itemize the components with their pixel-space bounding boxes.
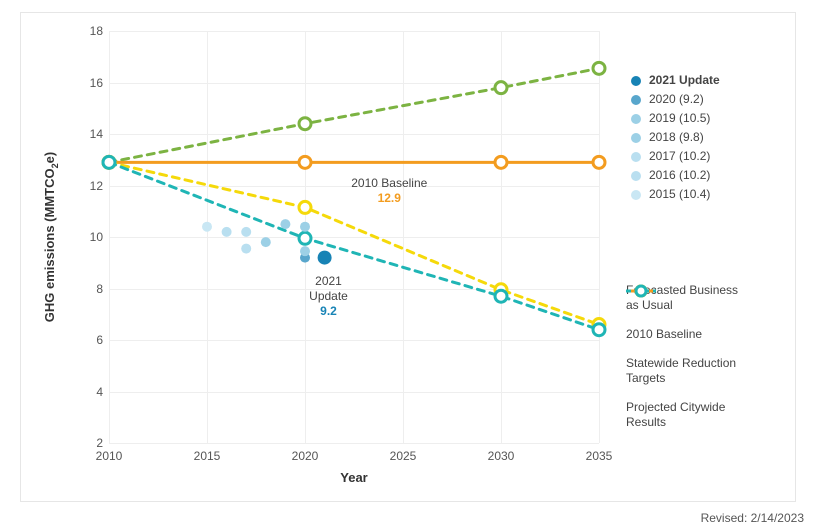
series-marker-baseline_2010: [593, 156, 605, 168]
y-tick: 2: [96, 436, 103, 450]
line-legend-item: 2010 Baseline: [626, 327, 746, 342]
legend-label: Projected Citywide Results: [626, 400, 746, 430]
legend-label: 2019 (10.5): [649, 111, 710, 126]
scatter-point: [300, 222, 310, 232]
plot-svg: [109, 31, 599, 443]
series-marker-projected_citywide: [103, 156, 115, 168]
footnote: Revised: 2/14/2023: [701, 511, 804, 525]
legend-dot-icon: [631, 152, 641, 162]
line-legend: Forecasted Business as Usual2010 Baselin…: [626, 283, 746, 444]
x-tick: 2035: [586, 449, 613, 463]
scatter-point: [241, 227, 251, 237]
scatter-legend-item: 2016 (10.2): [631, 168, 720, 183]
chart-container: 24681012141618 201020152020202520302035 …: [20, 12, 796, 502]
series-marker-baseline_2010: [299, 156, 311, 168]
y-tick: 16: [90, 76, 103, 90]
scatter-point: [241, 244, 251, 254]
scatter-legend-item: 2015 (10.4): [631, 187, 720, 202]
callout-update: 2021Update9.2: [309, 274, 348, 319]
scatter-legend-item: 2017 (10.2): [631, 149, 720, 164]
legend-dot-icon: [631, 171, 641, 181]
x-axis-label: Year: [340, 470, 367, 485]
legend-label: 2020 (9.2): [649, 92, 704, 107]
grid-v: [599, 31, 600, 443]
series-marker-forecast_bau: [495, 82, 507, 94]
scatter-point: [222, 227, 232, 237]
legend-swatch-icon: [626, 283, 656, 299]
legend-label: 2010 Baseline: [626, 327, 702, 342]
legend-label: 2018 (9.8): [649, 130, 704, 145]
scatter-point: [202, 222, 212, 232]
legend-dot-icon: [631, 95, 641, 105]
grid-h: [109, 443, 599, 444]
legend-label: 2017 (10.2): [649, 149, 710, 164]
plot-area: 24681012141618 201020152020202520302035 …: [109, 31, 599, 443]
scatter-point: [300, 246, 310, 256]
y-tick: 4: [96, 385, 103, 399]
scatter-point: [261, 237, 271, 247]
series-forecast_bau: [109, 68, 599, 162]
legend-label: 2016 (10.2): [649, 168, 710, 183]
series-marker-projected_citywide: [593, 324, 605, 336]
series-marker-projected_citywide: [299, 232, 311, 244]
legend-dot-icon: [631, 190, 641, 200]
scatter-legend-item: 2018 (9.8): [631, 130, 720, 145]
line-legend-item: Projected Citywide Results: [626, 400, 746, 430]
y-tick: 6: [96, 333, 103, 347]
series-marker-statewide_targets: [299, 201, 311, 213]
legend-dot-icon: [631, 76, 641, 86]
x-tick: 2010: [96, 449, 123, 463]
legend-label: 2021 Update: [649, 73, 720, 88]
legend-label: 2015 (10.4): [649, 187, 710, 202]
legend-dot-icon: [631, 133, 641, 143]
scatter-legend: 2021 Update 2020 (9.2) 2019 (10.5) 2018 (9.…: [631, 73, 720, 206]
legend-label: Statewide Reduction Targets: [626, 356, 746, 386]
series-marker-forecast_bau: [299, 118, 311, 130]
legend-dot-icon: [631, 114, 641, 124]
y-tick: 14: [90, 127, 103, 141]
y-tick: 8: [96, 282, 103, 296]
x-tick: 2030: [488, 449, 515, 463]
y-axis-label: GHG emissions (MMTCO2e): [42, 152, 60, 322]
y-tick: 12: [90, 179, 103, 193]
series-marker-projected_citywide: [495, 290, 507, 302]
x-tick: 2020: [292, 449, 319, 463]
scatter-legend-item: 2020 (9.2): [631, 92, 720, 107]
series-marker-baseline_2010: [495, 156, 507, 168]
scatter-point: [280, 219, 290, 229]
x-tick: 2015: [194, 449, 221, 463]
scatter-legend-item: 2021 Update: [631, 73, 720, 88]
scatter-legend-item: 2019 (10.5): [631, 111, 720, 126]
scatter-point: [318, 251, 332, 265]
series-marker-forecast_bau: [593, 62, 605, 74]
line-legend-item: Statewide Reduction Targets: [626, 356, 746, 386]
callout-baseline: 2010 Baseline12.9: [351, 176, 427, 206]
y-tick: 18: [90, 24, 103, 38]
x-tick: 2025: [390, 449, 417, 463]
y-tick: 10: [90, 230, 103, 244]
